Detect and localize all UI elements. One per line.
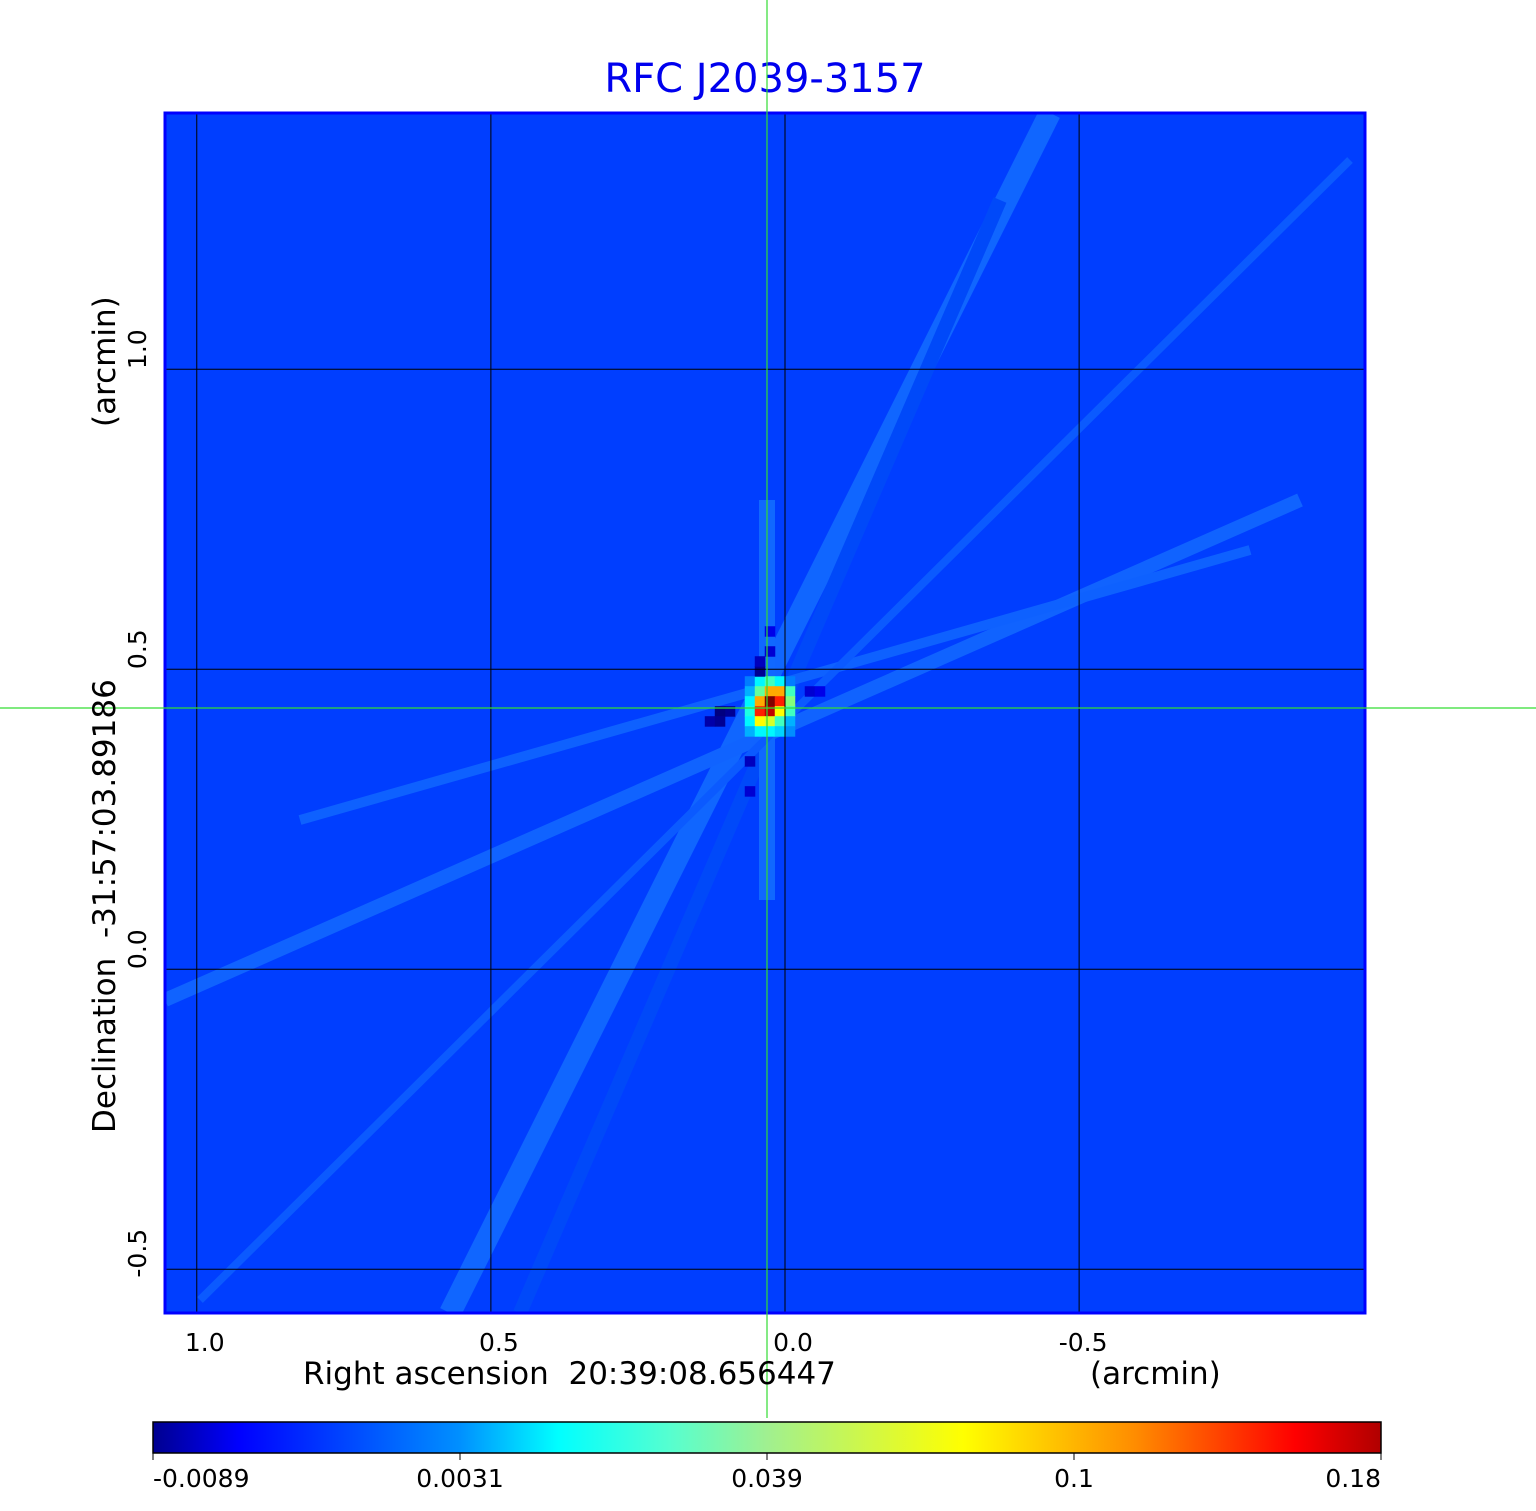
image-pixel bbox=[764, 726, 776, 737]
y-tick-label: 1.0 bbox=[123, 329, 152, 369]
image-pixel bbox=[724, 706, 736, 717]
x-tick-labels: 1.0 0.5 0.0 -0.5 bbox=[185, 1328, 1108, 1357]
y-tick-label: -0.5 bbox=[123, 1229, 152, 1278]
colorbar-ticks: -0.0089 0.0031 0.039 0.1 0.18 bbox=[152, 1453, 1382, 1493]
image-pixel bbox=[714, 716, 726, 727]
plot-frame bbox=[163, 111, 1367, 1315]
image-pixel bbox=[754, 666, 766, 677]
image-pixel bbox=[774, 686, 786, 697]
image-pixel bbox=[784, 676, 796, 687]
image-pixel bbox=[754, 676, 766, 687]
y-tick-label: 0.5 bbox=[123, 629, 152, 669]
y-axis-unit: (arcmin) bbox=[87, 296, 123, 427]
image-pixel bbox=[804, 686, 816, 697]
image-pixel bbox=[754, 726, 766, 737]
chart-title: RFC J2039-3157 bbox=[604, 56, 925, 102]
image-pixel bbox=[774, 706, 786, 717]
image-pixel bbox=[744, 706, 756, 717]
x-axis-unit: (arcmin) bbox=[1090, 1356, 1221, 1392]
image-pixel bbox=[744, 696, 756, 707]
image-pixel bbox=[714, 706, 726, 717]
colorbar bbox=[152, 1421, 1382, 1454]
image-pixel bbox=[774, 716, 786, 727]
colorbar-tick-label: -0.0089 bbox=[153, 1464, 250, 1493]
image-pixel bbox=[764, 626, 776, 637]
image-pixel bbox=[814, 686, 826, 697]
image-pixel bbox=[784, 716, 796, 727]
image-pixel bbox=[744, 716, 756, 727]
image-pixel bbox=[764, 686, 776, 697]
image-pixel bbox=[744, 686, 756, 697]
image-pixel bbox=[764, 716, 776, 727]
image-pixel bbox=[754, 696, 766, 707]
image-pixel bbox=[754, 706, 766, 717]
grid-lines bbox=[165, 113, 1365, 1313]
image-pixel bbox=[744, 676, 756, 687]
image-pixel bbox=[744, 726, 756, 737]
y-axis-label: Declination -31:57:03.89186 bbox=[87, 679, 123, 1133]
image-pixel bbox=[744, 756, 756, 767]
y-tick-labels: 1.0 0.5 0.0 -0.5 bbox=[123, 329, 152, 1277]
image-pixel bbox=[764, 696, 776, 707]
image-pixel bbox=[704, 716, 716, 727]
image-pixel bbox=[754, 716, 766, 727]
x-axis-label: Right ascension 20:39:08.656447 bbox=[303, 1356, 836, 1392]
image-pixel bbox=[764, 676, 776, 687]
colorbar-tick-label: 0.18 bbox=[1325, 1464, 1381, 1493]
x-tick-label: -0.5 bbox=[1059, 1328, 1108, 1357]
image-pixel bbox=[774, 676, 786, 687]
image-pixel bbox=[784, 706, 796, 717]
image-pixel bbox=[784, 686, 796, 697]
image-pixel bbox=[744, 786, 756, 797]
image-pixel bbox=[754, 686, 766, 697]
image-pixel bbox=[784, 696, 796, 707]
x-tick-label: 1.0 bbox=[185, 1328, 225, 1357]
colorbar-tick-label: 0.039 bbox=[731, 1464, 803, 1493]
colorbar-tick-label: 0.0031 bbox=[416, 1464, 503, 1493]
image-pixel bbox=[774, 726, 786, 737]
x-tick-label: 0.0 bbox=[773, 1328, 813, 1357]
image-pixel bbox=[784, 726, 796, 737]
image-pixel bbox=[754, 656, 766, 667]
y-tick-label: 0.0 bbox=[123, 929, 152, 969]
image-pixel bbox=[764, 706, 776, 717]
image-pixel bbox=[764, 646, 776, 657]
image-pixel bbox=[774, 696, 786, 707]
colorbar-tick-label: 0.1 bbox=[1054, 1464, 1094, 1493]
peak-cells bbox=[704, 626, 826, 797]
x-tick-label: 0.5 bbox=[479, 1328, 519, 1357]
